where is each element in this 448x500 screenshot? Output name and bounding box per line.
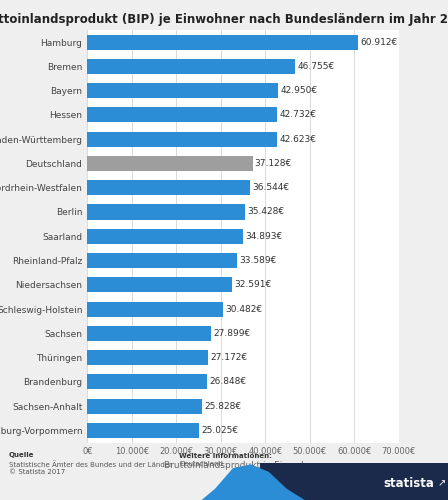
Text: Weitere Informationen:: Weitere Informationen: bbox=[179, 452, 272, 458]
Bar bbox=[260, 462, 448, 500]
Bar bbox=[87, 83, 278, 98]
Bar bbox=[87, 228, 242, 244]
Text: 42.623€: 42.623€ bbox=[279, 134, 316, 143]
Bar bbox=[87, 350, 208, 365]
Text: 32.591€: 32.591€ bbox=[235, 280, 272, 289]
Bar bbox=[87, 204, 245, 220]
Text: Deutschland: Deutschland bbox=[179, 462, 223, 468]
Bar bbox=[87, 326, 211, 341]
Bar bbox=[87, 278, 233, 292]
Text: 60.912€: 60.912€ bbox=[361, 38, 398, 46]
Bar bbox=[87, 34, 358, 50]
Text: 37.128€: 37.128€ bbox=[255, 159, 292, 168]
Text: Bruttoinlandsprodukt (BIP) je Einwohner nach Bundesländern im Jahr 2015: Bruttoinlandsprodukt (BIP) je Einwohner … bbox=[0, 12, 448, 26]
Text: Quelle: Quelle bbox=[9, 452, 34, 458]
Text: 36.544€: 36.544€ bbox=[252, 183, 289, 192]
X-axis label: Bruttoinlandsprodukt je Einwohner: Bruttoinlandsprodukt je Einwohner bbox=[164, 460, 322, 469]
Text: 27.899€: 27.899€ bbox=[214, 329, 251, 338]
Bar bbox=[87, 156, 253, 171]
Text: ↗: ↗ bbox=[438, 478, 446, 488]
Text: 46.755€: 46.755€ bbox=[297, 62, 335, 71]
Bar bbox=[87, 132, 277, 146]
Bar bbox=[87, 423, 198, 438]
Text: 25.828€: 25.828€ bbox=[204, 402, 241, 410]
Text: 26.848€: 26.848€ bbox=[209, 378, 246, 386]
Polygon shape bbox=[202, 464, 305, 500]
Bar bbox=[87, 253, 237, 268]
Text: 42.732€: 42.732€ bbox=[280, 110, 317, 120]
Text: 25.025€: 25.025€ bbox=[201, 426, 238, 435]
Bar bbox=[87, 108, 277, 122]
Bar bbox=[87, 59, 295, 74]
Text: 34.893€: 34.893€ bbox=[245, 232, 282, 241]
Text: 30.482€: 30.482€ bbox=[225, 304, 262, 314]
Text: 27.172€: 27.172€ bbox=[211, 353, 248, 362]
Text: 42.950€: 42.950€ bbox=[280, 86, 318, 95]
Bar bbox=[87, 398, 202, 413]
Bar bbox=[87, 374, 207, 390]
Text: Statistische Ämter des Bundes und der Länder
© Statista 2017: Statistische Ämter des Bundes und der Lä… bbox=[9, 462, 172, 475]
Text: 33.589€: 33.589€ bbox=[239, 256, 276, 265]
Bar bbox=[87, 302, 223, 316]
Bar bbox=[87, 180, 250, 195]
Text: statista: statista bbox=[383, 476, 435, 490]
Text: 35.428€: 35.428€ bbox=[247, 208, 284, 216]
